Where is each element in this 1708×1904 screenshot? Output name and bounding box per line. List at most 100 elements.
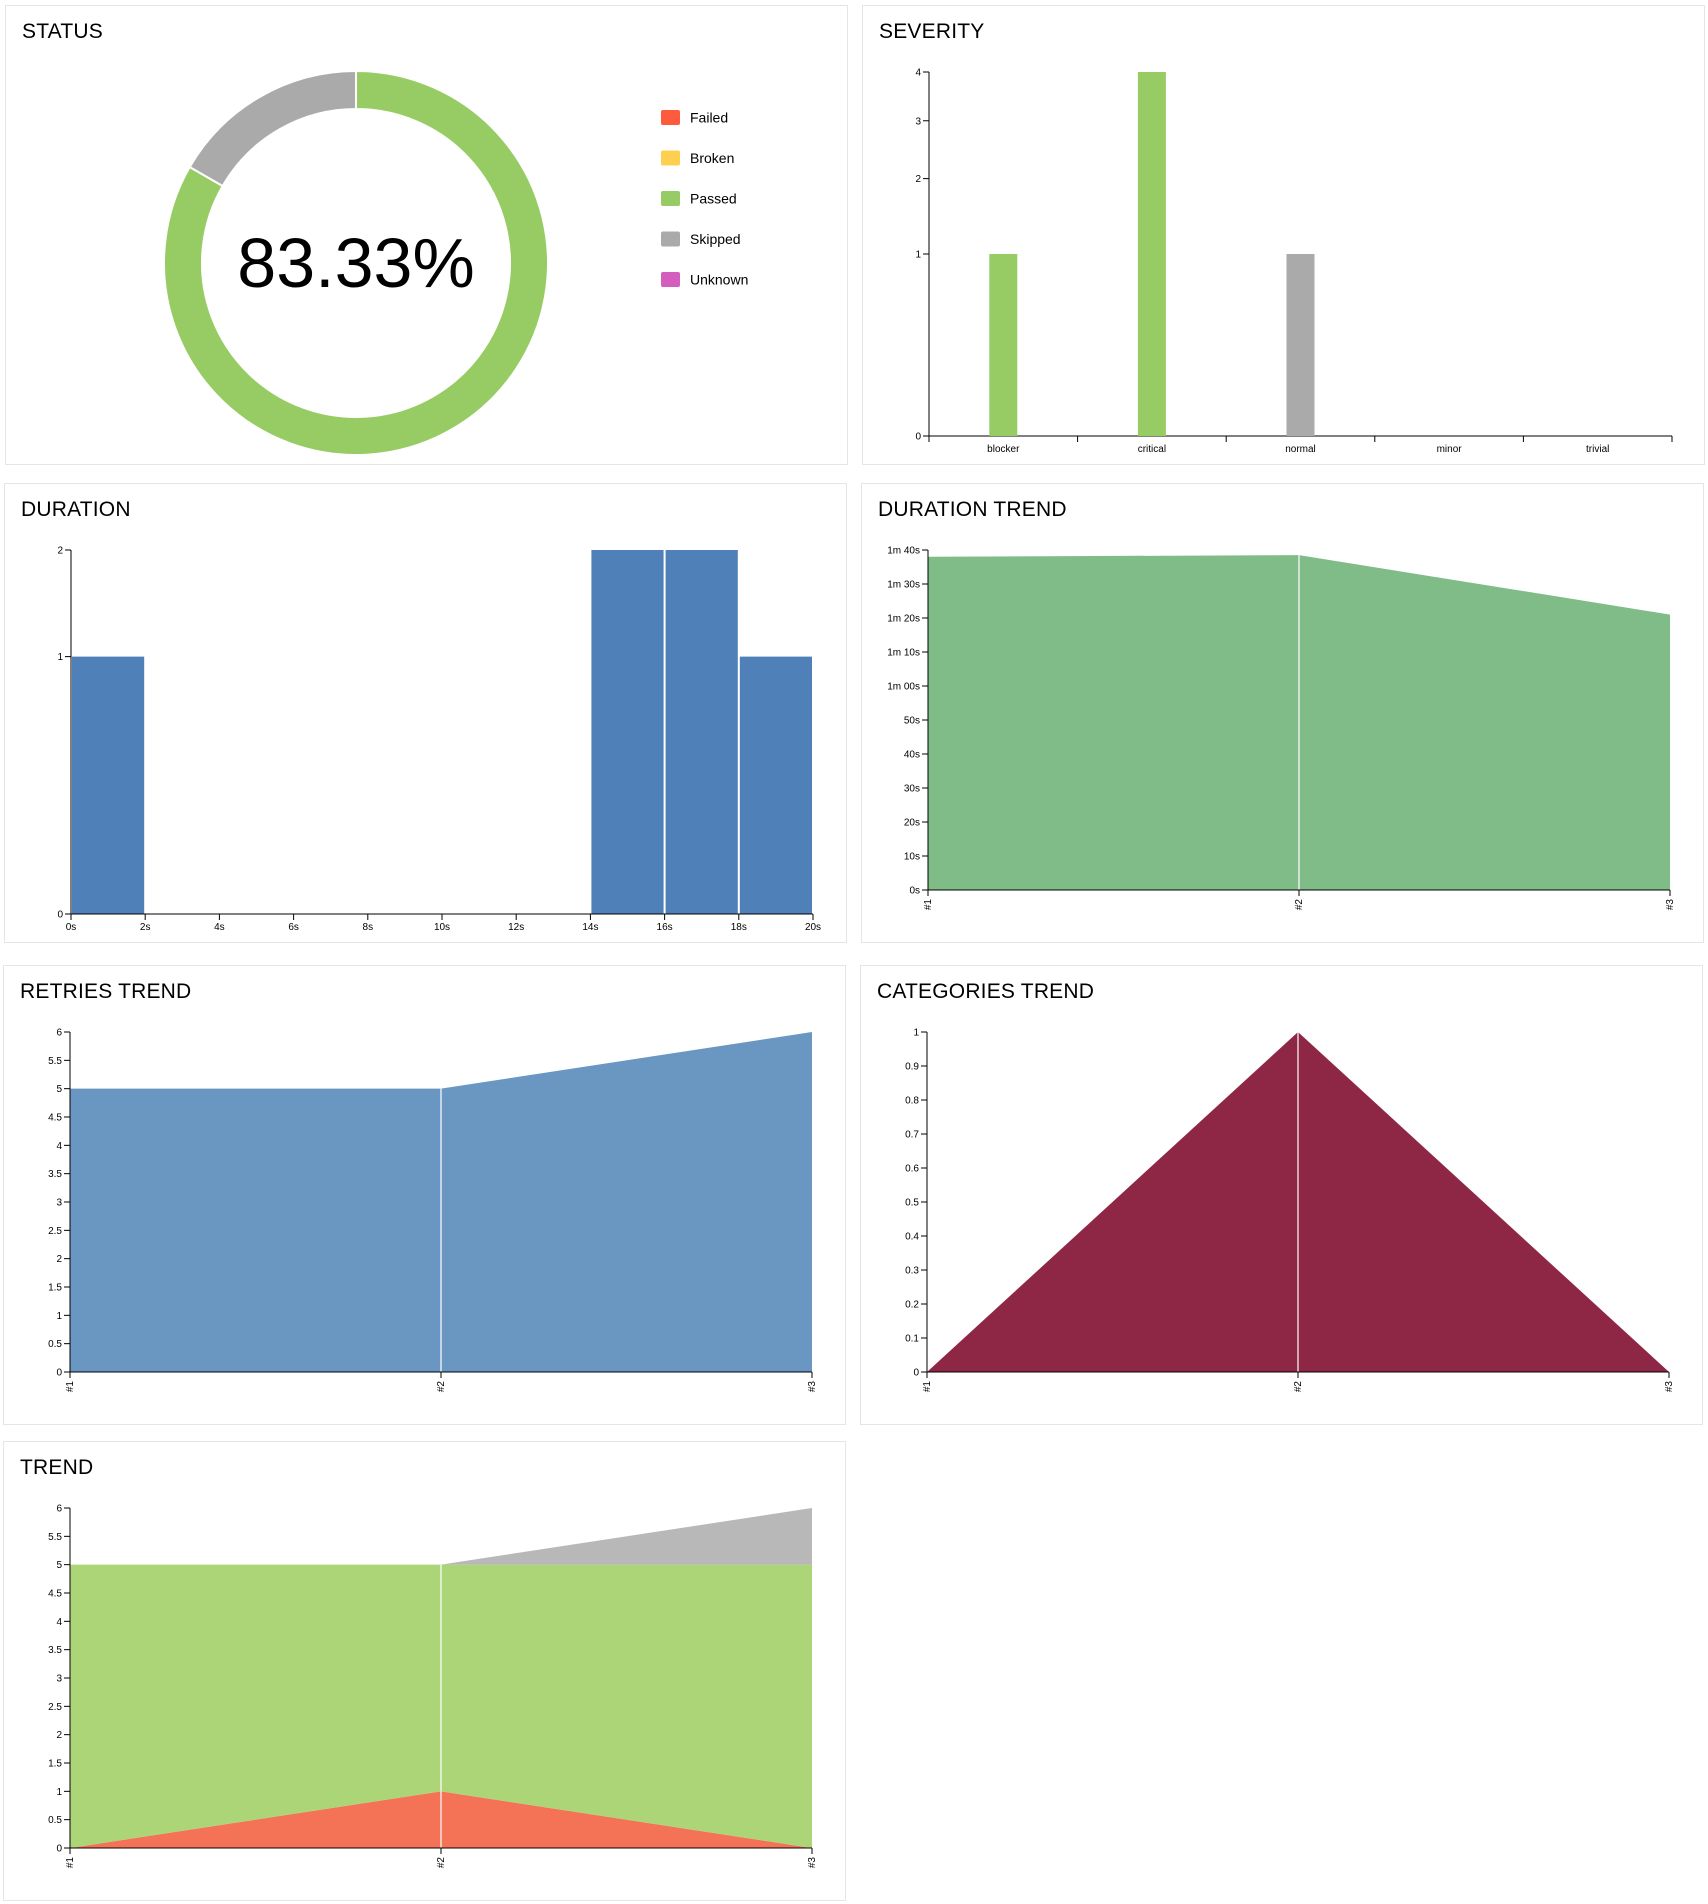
y-tick-label: 0.9 bbox=[905, 1062, 919, 1073]
x-tick-label: #3 bbox=[807, 1857, 818, 1869]
y-tick-label: 0.6 bbox=[905, 1164, 919, 1175]
widget-title: DURATION bbox=[21, 498, 131, 521]
categories-trend-chart: 0 0.1 0.2 0.3 0.4 0.5 0.6 0.7 0.8 0.9 1 #1 #2 #3 bbox=[905, 1028, 1675, 1393]
x-tick-label: 12s bbox=[508, 922, 524, 933]
status-donut-chart: 83.33% Failed Broken Passed Skipped Unknown bbox=[163, 69, 748, 456]
y-tick-label: 40s bbox=[904, 750, 920, 761]
x-tick-label: #3 bbox=[807, 1381, 818, 1393]
x-tick-label: minor bbox=[1437, 444, 1463, 455]
severity-bar-critical bbox=[1137, 72, 1166, 436]
legend-label-skipped: Skipped bbox=[690, 231, 741, 247]
y-tick-label: 4 bbox=[56, 1141, 62, 1152]
x-tick-label: #2 bbox=[1293, 1381, 1304, 1393]
x-tick-label: 14s bbox=[582, 922, 598, 933]
x-tick-label: #3 bbox=[1664, 1381, 1675, 1393]
y-tick-label: 2.5 bbox=[48, 1226, 62, 1237]
x-tick-label: #1 bbox=[922, 1381, 933, 1393]
y-tick-label: 0.3 bbox=[905, 1266, 919, 1277]
widget-title: DURATION TREND bbox=[878, 498, 1067, 521]
y-axis: 0 1 2 3 4 bbox=[915, 68, 930, 443]
legend-swatch-unknown bbox=[661, 272, 680, 287]
y-tick-label: 1m 30s bbox=[887, 580, 920, 591]
x-tick-label: trivial bbox=[1586, 444, 1609, 455]
y-tick-label: 3 bbox=[56, 1674, 62, 1685]
x-axis: blocker critical normal minor trivial bbox=[928, 436, 1673, 455]
y-tick-label: 50s bbox=[904, 716, 920, 727]
x-tick-label: normal bbox=[1285, 444, 1316, 455]
duration-bar bbox=[665, 550, 738, 914]
severity-bar-chart: 0 1 2 3 4 blocker critical normal minor trivial bbox=[915, 68, 1673, 455]
legend-label-unknown: Unknown bbox=[690, 272, 748, 288]
legend-swatch-passed bbox=[661, 191, 680, 206]
retries-trend-widget: RETRIES TREND 0 0.5 1 1.5 2 2.5 3 3.5 4 4.5 5 5.5 6 #… bbox=[3, 965, 846, 1425]
duration-trend-chart: 0s 10s 20s 30s 40s 50s 1m 00s 1m 10s 1m 20s 1m 30… bbox=[887, 546, 1676, 911]
y-tick-label: 0 bbox=[56, 1844, 62, 1855]
trend-widget: TREND 0 0.5 1 1.5 2 2.5 3 3.5 4 4.5 5 5.5 6 #1 #2 #3 bbox=[3, 1441, 846, 1901]
x-tick-label: #1 bbox=[65, 1381, 76, 1393]
y-tick-label: 0.8 bbox=[905, 1096, 919, 1107]
y-tick-label: 0.5 bbox=[48, 1815, 62, 1826]
widget-title: TREND bbox=[20, 1456, 94, 1479]
y-tick-label: 20s bbox=[904, 818, 920, 829]
y-tick-label: 1 bbox=[57, 652, 63, 663]
x-tick-label: 4s bbox=[214, 922, 225, 933]
y-axis: 0 0.5 1 1.5 2 2.5 3 3.5 4 4.5 5 5.5 6 bbox=[48, 1028, 71, 1379]
y-tick-label: 5.5 bbox=[48, 1532, 62, 1543]
donut-slice-passed bbox=[163, 69, 549, 456]
x-tick-label: 8s bbox=[363, 922, 374, 933]
y-tick-label: 3.5 bbox=[48, 1169, 62, 1180]
duration-bar bbox=[739, 656, 812, 914]
y-axis: 0 0.1 0.2 0.3 0.4 0.5 0.6 0.7 0.8 0.9 1 bbox=[905, 1028, 928, 1379]
x-tick-label: #2 bbox=[436, 1381, 447, 1393]
legend-swatch-skipped bbox=[661, 231, 680, 247]
y-tick-label: 1m 20s bbox=[887, 614, 920, 625]
y-tick-label: 0.2 bbox=[905, 1300, 919, 1311]
y-tick-label: 4.5 bbox=[48, 1113, 62, 1124]
y-tick-label: 1m 40s bbox=[887, 546, 920, 557]
x-tick-label: 6s bbox=[288, 922, 299, 933]
x-axis: #1 #2 #3 bbox=[65, 1848, 818, 1868]
x-axis: 0s 2s 4s 6s 8s 10s 12s 14s 16s 18s 20s bbox=[66, 914, 821, 933]
y-tick-label: 0.7 bbox=[905, 1130, 919, 1141]
severity-bar-blocker bbox=[989, 254, 1018, 436]
x-axis: #1 #2 #3 bbox=[922, 1372, 1675, 1392]
x-tick-label: #3 bbox=[1665, 899, 1676, 911]
legend-label-failed: Failed bbox=[690, 110, 728, 126]
x-tick-label: #2 bbox=[1294, 899, 1305, 911]
y-tick-label: 0 bbox=[57, 910, 63, 921]
y-tick-label: 30s bbox=[904, 784, 920, 795]
donut-slice-skipped bbox=[188, 69, 357, 188]
y-tick-label: 3 bbox=[915, 116, 921, 127]
widget-title: CATEGORIES TREND bbox=[877, 980, 1095, 1003]
x-axis: #1 #2 #3 bbox=[65, 1372, 818, 1392]
legend-label-passed: Passed bbox=[690, 191, 737, 207]
donut-center-label: 83.33% bbox=[237, 224, 474, 302]
y-axis: 0 1 2 bbox=[57, 546, 72, 921]
duration-trend-widget: DURATION TREND 0s 10s 20s 30s 40s 50s 1m 00s 1m… bbox=[861, 483, 1704, 943]
y-tick-label: 2 bbox=[56, 1254, 62, 1265]
y-axis: 0 0.5 1 1.5 2 2.5 3 3.5 4 4.5 5 5.5 6 bbox=[48, 1504, 71, 1855]
x-tick-label: 10s bbox=[434, 922, 450, 933]
duration-bar bbox=[72, 656, 145, 914]
y-tick-label: 6 bbox=[56, 1028, 62, 1039]
y-tick-label: 1.5 bbox=[48, 1759, 62, 1770]
y-tick-label: 4.5 bbox=[48, 1589, 62, 1600]
y-tick-label: 5 bbox=[56, 1560, 62, 1571]
y-tick-label: 1 bbox=[915, 250, 921, 261]
y-tick-label: 0s bbox=[909, 886, 920, 897]
x-tick-label: #2 bbox=[436, 1857, 447, 1869]
x-tick-label: 18s bbox=[731, 922, 747, 933]
y-axis: 0s 10s 20s 30s 40s 50s 1m 00s 1m 10s 1m 20s 1m 30… bbox=[887, 546, 929, 897]
y-tick-label: 0 bbox=[56, 1368, 62, 1379]
y-tick-label: 0 bbox=[915, 432, 921, 443]
legend-swatch-broken bbox=[661, 150, 680, 166]
x-tick-label: 2s bbox=[140, 922, 151, 933]
y-tick-label: 2 bbox=[57, 546, 63, 557]
retries-trend-chart: 0 0.5 1 1.5 2 2.5 3 3.5 4 4.5 5 5.5 6 #1 #2 #3 bbox=[48, 1028, 818, 1393]
severity-widget: SEVERITY 0 1 2 3 4 blocker critical normal minor… bbox=[862, 5, 1705, 465]
severity-bar-normal bbox=[1286, 254, 1315, 436]
y-tick-label: 5 bbox=[56, 1084, 62, 1095]
legend-swatch-failed bbox=[661, 110, 680, 125]
trend-chart: 0 0.5 1 1.5 2 2.5 3 3.5 4 4.5 5 5.5 6 #1 #2 #3 bbox=[48, 1504, 818, 1869]
